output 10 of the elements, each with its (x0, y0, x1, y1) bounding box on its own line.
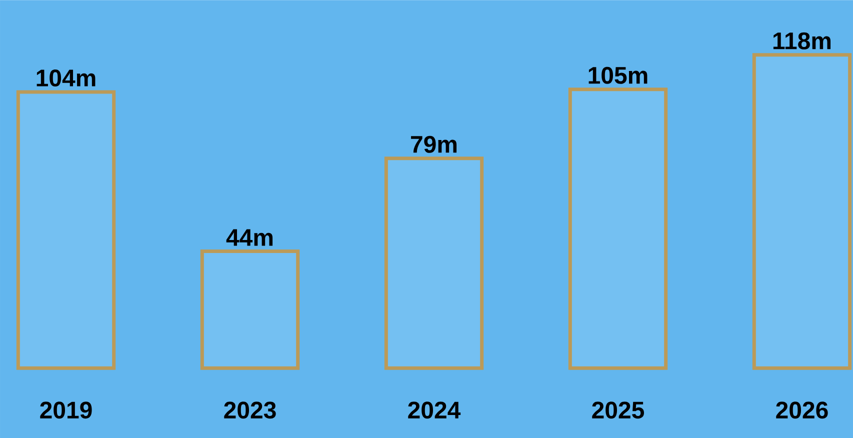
data-label: 79m (411, 136, 457, 153)
x-tick-label: 2026 (776, 402, 828, 419)
data-label: 104m (36, 70, 96, 86)
x-tick-label: 2019 (40, 402, 92, 419)
x-tick-label: 2024 (408, 402, 461, 419)
x-tick-label: 2023 (224, 402, 276, 419)
data-label: 118m (773, 32, 831, 50)
data-label: 105m (588, 66, 648, 84)
data-label: 44m (226, 229, 273, 246)
x-tick-label: 2025 (592, 402, 644, 419)
